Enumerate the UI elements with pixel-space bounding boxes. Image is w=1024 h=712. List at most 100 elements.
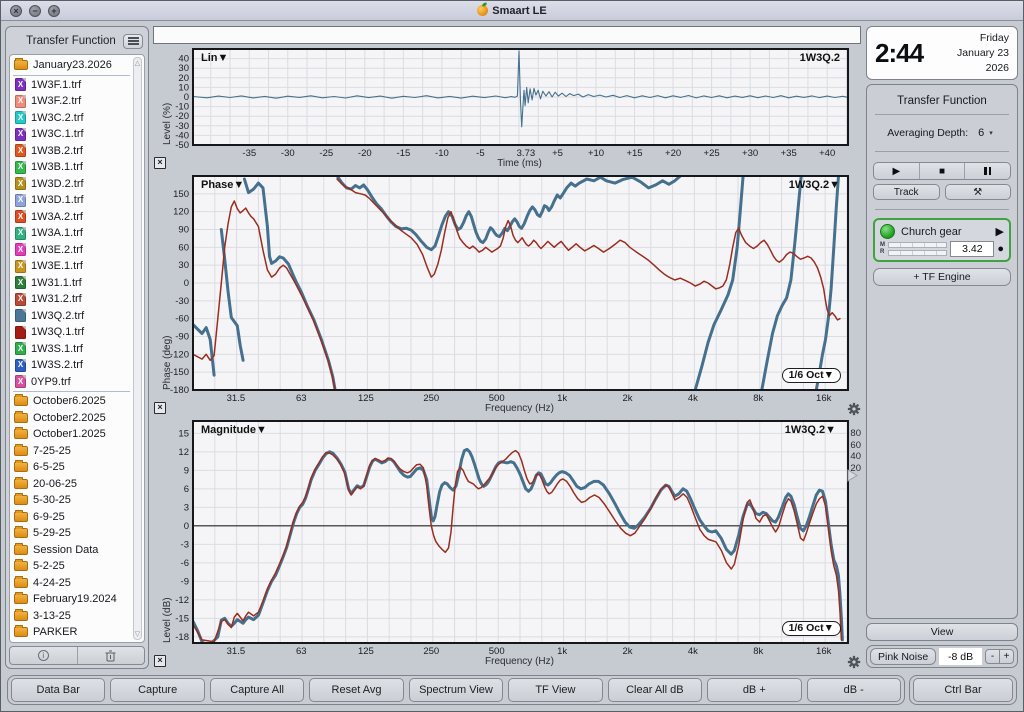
add-tf-engine-button[interactable]: + TF Engine <box>873 268 1011 286</box>
tools-button[interactable]: ⚒ <box>944 184 1011 200</box>
file-icon: X <box>15 78 26 92</box>
list-item-folder[interactable]: 5-29-25 <box>13 525 132 542</box>
stop-button[interactable]: ■ <box>918 163 965 179</box>
list-item-folder[interactable]: 6-9-25 <box>13 509 132 526</box>
phase-type-dropdown[interactable]: Phase▼ <box>201 179 245 191</box>
list-item-file[interactable]: X 1W3C.2.trf <box>13 110 132 127</box>
magnitude-plot[interactable]: 31.5 63 125 250 500 1k 2k 4k 8k 16k15129630-3-6-9… <box>152 419 864 669</box>
folder-icon <box>14 608 28 621</box>
list-item-folder[interactable]: 7-25-25 <box>13 443 132 460</box>
engine-play-icon[interactable]: ▶ <box>995 226 1004 238</box>
magnitude-close-icon[interactable]: × <box>154 655 166 667</box>
file-delete-button[interactable] <box>78 647 145 664</box>
window-zoom-button[interactable]: + <box>48 4 60 17</box>
delay-value-field[interactable]: 3.42 <box>950 241 995 257</box>
toolbar-button-tf-view[interactable]: TF View <box>508 678 603 702</box>
list-item-folder[interactable]: 4-24-25 <box>13 575 132 592</box>
list-item-file[interactable]: X 1W3D.2.trf <box>13 176 132 193</box>
pink-noise-button[interactable]: Pink Noise <box>870 648 937 665</box>
toolbar-button-capture-all[interactable]: Capture All <box>209 678 305 702</box>
toolbar-button-db-[interactable]: dB + <box>707 678 802 702</box>
list-item-folder[interactable]: 3-13-25 <box>13 608 132 625</box>
tf-engine-church-gear[interactable]: Church gear ▶ M R 3.42 ● <box>873 218 1011 262</box>
list-item-folder[interactable]: Session Data <box>13 542 132 559</box>
list-item-folder[interactable]: October1.2025 <box>13 426 132 443</box>
toolbar-button-reset-avg[interactable]: Reset Avg <box>309 678 404 702</box>
toolbar-button-db-[interactable]: dB - <box>806 678 901 702</box>
list-item-folder[interactable]: October6.2025 <box>13 393 132 410</box>
list-item-file[interactable]: X 1W3S.1.trf <box>13 341 132 358</box>
impulse-scale-dropdown[interactable]: Lin▼ <box>201 52 229 64</box>
titlebar[interactable]: × − + Smaart LE <box>1 1 1023 21</box>
toolbar-button-ctrl-bar[interactable]: Ctrl Bar <box>913 678 1013 702</box>
list-item-folder[interactable]: 5-30-25 <box>13 492 132 509</box>
toolbar-button-capture[interactable]: Capture <box>110 678 205 702</box>
view-button[interactable]: View <box>866 623 1018 641</box>
magnitude-trace-dropdown[interactable]: 1W3Q.2▼ <box>784 424 836 436</box>
averaging-depth-label: Averaging Depth: <box>887 127 969 139</box>
magnitude-type-dropdown[interactable]: Magnitude▼ <box>201 424 267 436</box>
list-item-file[interactable]: X 1W31.2.trf <box>13 291 132 308</box>
list-item-file[interactable]: X 1W3E.2.trf <box>13 242 132 259</box>
play-button[interactable]: ▶ <box>892 165 901 177</box>
magnitude-settings-button[interactable] <box>847 655 861 669</box>
phase-settings-button[interactable] <box>847 402 861 416</box>
list-item-file[interactable]: X 1W31.1.trf <box>13 275 132 292</box>
folder-icon <box>14 410 28 423</box>
impulse-plot[interactable]: -35 -30 -25 -20 -15 -10 -5 3.73 +5 +10 +15 +20 +25 +3… <box>152 47 864 171</box>
list-item-file[interactable]: X 1W3C.1.trf <box>13 126 132 143</box>
list-item-folder[interactable]: 20-06-25 <box>13 476 132 493</box>
list-item-file[interactable]: X 1W3S.2.trf <box>13 357 132 374</box>
list-item-folder[interactable]: 5-2-25 <box>13 558 132 575</box>
list-item-file[interactable]: 1W3Q.1.trf <box>13 324 132 341</box>
generator-level-up-button[interactable]: + <box>999 649 1014 664</box>
file-list-scrollbar[interactable]: △ ▽ <box>133 57 142 640</box>
list-item-file[interactable]: X 0YP9.trf <box>13 374 132 391</box>
pause-button[interactable] <box>964 163 1010 179</box>
track-button[interactable]: Track <box>873 184 940 200</box>
file-icon: X <box>15 144 26 158</box>
list-item-folder[interactable]: PARKER <box>13 624 132 641</box>
list-item-folder[interactable]: 3-14-25 <box>13 641 132 642</box>
file-info-button[interactable]: i <box>10 647 78 664</box>
sidebar-menu-button[interactable] <box>123 33 143 49</box>
meter-m <box>888 242 948 248</box>
list-item-file[interactable]: X 1W3D.1.trf <box>13 192 132 209</box>
folder-icon <box>14 526 28 539</box>
list-item-file[interactable]: X 1W3E.1.trf <box>13 258 132 275</box>
list-item-file[interactable]: X 1W3A.2.trf <box>13 209 132 226</box>
folder-icon <box>14 592 28 605</box>
averaging-depth-select[interactable]: 6 ▾ <box>978 127 993 139</box>
window-close-button[interactable]: × <box>10 4 22 17</box>
toolbar-button-clear-all-db[interactable]: Clear All dB <box>607 678 703 702</box>
phase-plot[interactable]: 31.5 63 125 250 500 1k 2k 4k 8k 16k 150 120 90 60 30 0 -… <box>152 174 864 416</box>
list-item-folder[interactable]: October2.2025 <box>13 410 132 427</box>
magnitude-smoothing-dropdown[interactable]: 1/6 Oct▼ <box>781 621 841 636</box>
svg-text:15: 15 <box>178 428 189 439</box>
phase-trace-dropdown[interactable]: 1W3Q.2▼ <box>788 179 840 191</box>
phase-close-icon[interactable]: × <box>154 402 166 414</box>
impulse-close-icon[interactable]: × <box>154 157 166 169</box>
generator-level-down-button[interactable]: - <box>985 649 1000 664</box>
list-item-file[interactable]: X 1W3B.1.trf <box>13 159 132 176</box>
list-item-folder[interactable]: 6-5-25 <box>13 459 132 476</box>
coherence-pointer-icon[interactable] <box>847 469 859 482</box>
list-item-folder[interactable]: February19.2024 <box>13 591 132 608</box>
list-item-file[interactable]: X 1W3F.2.trf <box>13 93 132 110</box>
file-list[interactable]: △ ▽ January23.2026 X 1W3F.1.trf X 1W3F.2.trf… <box>9 54 145 643</box>
record-dot-icon[interactable]: ● <box>997 243 1004 255</box>
phase-smoothing-dropdown[interactable]: 1/6 Oct▼ <box>781 368 841 383</box>
list-item-file[interactable]: 1W3Q.2.trf <box>13 308 132 325</box>
window-minimize-button[interactable]: − <box>29 4 41 17</box>
scroll-up-icon[interactable]: △ <box>134 60 141 67</box>
list-item-file[interactable]: X 1W3A.1.trf <box>13 225 132 242</box>
list-item-folder[interactable]: January23.2026 <box>13 57 132 74</box>
file-icon: X <box>15 127 26 141</box>
toolbar-button-data-bar[interactable]: Data Bar <box>11 678 106 702</box>
list-item-file[interactable]: X 1W3F.1.trf <box>13 77 132 94</box>
scroll-down-icon[interactable]: ▽ <box>134 631 141 638</box>
svg-text:40: 40 <box>178 54 189 65</box>
toolbar-button-spectrum-view[interactable]: Spectrum View <box>408 678 504 702</box>
list-item-label: January23.2026 <box>33 59 112 72</box>
list-item-file[interactable]: X 1W3B.2.trf <box>13 143 132 160</box>
